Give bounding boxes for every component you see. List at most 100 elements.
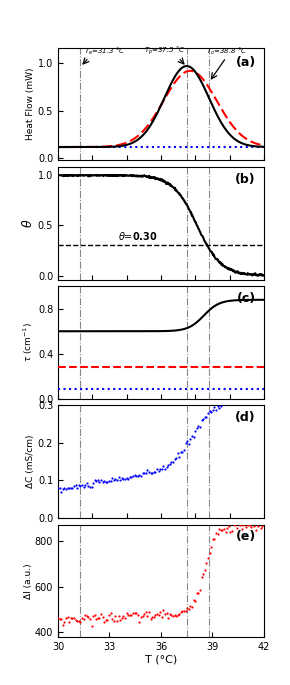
Point bbox=[185, 603, 190, 614]
Point bbox=[214, 405, 218, 416]
Point bbox=[56, 612, 60, 623]
Point bbox=[72, 481, 76, 492]
Point bbox=[147, 607, 151, 618]
Point bbox=[75, 482, 79, 493]
Point bbox=[65, 482, 70, 493]
Point bbox=[148, 467, 153, 478]
Point bbox=[99, 609, 104, 620]
Point bbox=[132, 608, 137, 619]
Point bbox=[123, 612, 127, 623]
Text: $\theta$=$\mathbf{0.30}$: $\theta$=$\mathbf{0.30}$ bbox=[118, 230, 158, 242]
Point bbox=[262, 388, 266, 399]
Point bbox=[91, 610, 95, 621]
Point bbox=[222, 524, 226, 535]
Point bbox=[81, 482, 86, 493]
Point bbox=[61, 619, 65, 630]
Point bbox=[151, 612, 156, 623]
Point bbox=[73, 479, 78, 490]
Point bbox=[233, 519, 238, 530]
Text: $T_o$=38.8 $\degree$C: $T_o$=38.8 $\degree$C bbox=[206, 45, 247, 57]
Point bbox=[88, 482, 92, 493]
Point bbox=[163, 608, 167, 619]
Point bbox=[86, 481, 91, 492]
Point bbox=[186, 438, 191, 449]
Point bbox=[137, 469, 142, 480]
Point bbox=[156, 466, 161, 477]
Text: (b): (b) bbox=[235, 173, 256, 186]
Point bbox=[172, 610, 177, 621]
Point bbox=[110, 473, 115, 484]
Point bbox=[239, 393, 244, 404]
Point bbox=[83, 479, 88, 490]
Point bbox=[121, 610, 126, 621]
Text: (e): (e) bbox=[235, 530, 256, 543]
Point bbox=[116, 472, 121, 483]
Point bbox=[100, 612, 105, 623]
Point bbox=[88, 613, 92, 624]
Point bbox=[185, 436, 190, 447]
Point bbox=[84, 477, 89, 488]
Point bbox=[96, 613, 100, 624]
Point bbox=[153, 610, 158, 621]
Point bbox=[204, 411, 209, 422]
Point bbox=[83, 610, 88, 621]
Point bbox=[255, 389, 260, 400]
Point bbox=[198, 421, 202, 432]
Point bbox=[64, 612, 68, 623]
X-axis label: T (°C): T (°C) bbox=[145, 655, 177, 664]
Point bbox=[100, 477, 105, 488]
Point bbox=[155, 608, 159, 619]
Point bbox=[124, 473, 129, 484]
Point bbox=[56, 482, 60, 493]
Point bbox=[230, 397, 234, 408]
Point bbox=[175, 610, 180, 621]
Point bbox=[155, 463, 159, 474]
Point bbox=[214, 527, 218, 538]
Y-axis label: $\tau$ (cm$^{-1}$): $\tau$ (cm$^{-1}$) bbox=[22, 323, 35, 362]
Point bbox=[217, 523, 222, 534]
Y-axis label: ΔI (a.u.): ΔI (a.u.) bbox=[24, 563, 33, 599]
Point bbox=[124, 608, 129, 619]
Point bbox=[225, 522, 229, 533]
Point bbox=[191, 595, 196, 606]
Point bbox=[247, 520, 252, 531]
Point bbox=[253, 524, 258, 535]
Point bbox=[188, 434, 193, 445]
Point bbox=[147, 466, 151, 477]
Point bbox=[158, 607, 162, 618]
Point bbox=[201, 569, 206, 580]
Point bbox=[145, 464, 150, 475]
Point bbox=[129, 610, 134, 621]
Point bbox=[180, 447, 185, 458]
Point bbox=[160, 612, 164, 623]
Point bbox=[202, 412, 207, 423]
Point bbox=[102, 475, 107, 486]
Point bbox=[169, 457, 174, 468]
Point bbox=[177, 608, 182, 619]
Point bbox=[249, 521, 253, 532]
Point bbox=[166, 460, 171, 471]
Point bbox=[255, 521, 260, 532]
Point bbox=[107, 475, 111, 486]
Point bbox=[209, 541, 213, 552]
Point bbox=[131, 608, 135, 619]
Point bbox=[171, 611, 175, 622]
Point bbox=[129, 472, 134, 483]
Point bbox=[118, 614, 123, 625]
Point bbox=[112, 615, 116, 626]
Point bbox=[86, 612, 91, 623]
Point bbox=[112, 474, 116, 485]
Point bbox=[164, 608, 169, 619]
Point bbox=[250, 516, 255, 527]
Point bbox=[238, 519, 242, 530]
Point bbox=[113, 473, 118, 484]
Point bbox=[93, 474, 97, 485]
Point bbox=[212, 402, 217, 413]
Text: (d): (d) bbox=[235, 411, 256, 424]
Point bbox=[177, 451, 182, 462]
Point bbox=[160, 464, 164, 475]
Point bbox=[234, 523, 239, 534]
Point bbox=[166, 612, 171, 623]
Point bbox=[151, 466, 156, 477]
Point bbox=[126, 473, 130, 484]
